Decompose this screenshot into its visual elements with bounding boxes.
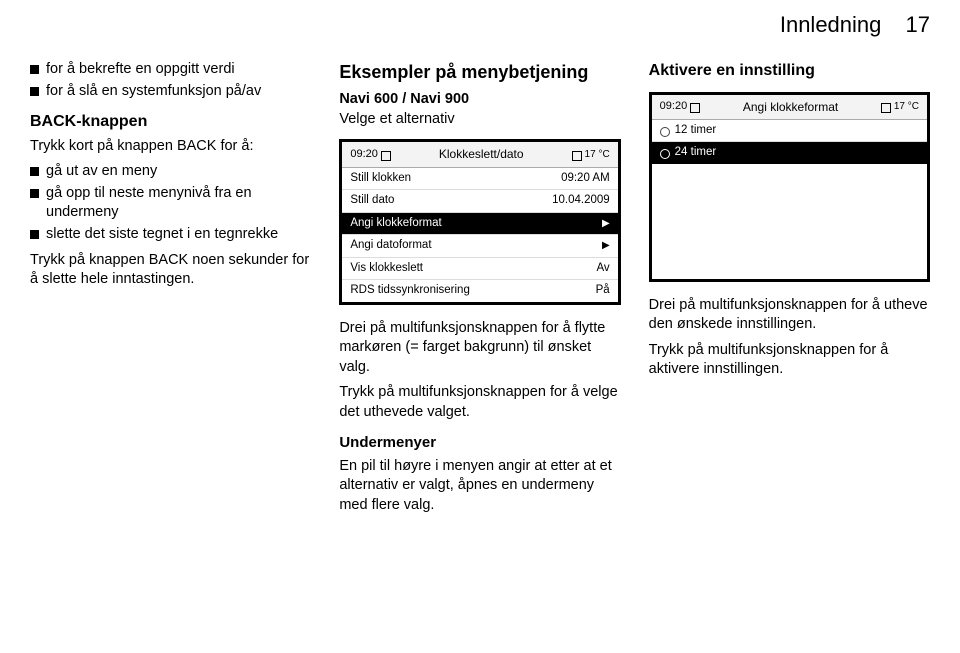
submenu-heading: Undermenyer <box>339 433 620 453</box>
menu-row: Still dato 10.04.2009 <box>342 190 617 213</box>
radio-on-icon <box>660 149 670 159</box>
row-value: 10.04.2009 <box>552 193 610 209</box>
content-columns: for å bekrefte en oppgitt verdi for å sl… <box>30 60 930 633</box>
bullet-text: slette det siste tegnet i en tegnrekke <box>46 225 278 245</box>
device-screenshot-1: 09:20 Klokkeslett/dato 17 °C Still klokk… <box>339 139 620 304</box>
row-label: Still dato <box>350 193 552 209</box>
menu-list: 12 timer 24 timer <box>652 120 927 164</box>
section-title: Innledning <box>780 12 882 37</box>
row-label: Still klokken <box>350 171 561 187</box>
chevron-right-icon: ▶ <box>602 217 610 231</box>
status-temp: 17 °C <box>585 148 610 162</box>
square-bullet-icon <box>30 87 39 96</box>
bullet-item: gå opp til neste menynivå fra en underme… <box>30 184 311 223</box>
row-value: Av <box>596 261 609 277</box>
bullet-item: for å bekrefte en oppgitt verdi <box>30 60 311 80</box>
back-hold-text: Trykk på knappen BACK noen sekunder for … <box>30 251 311 290</box>
screen-title: Angi klokkeformat <box>743 99 838 115</box>
menu-row-selected: Angi klokkeformat ▶ <box>342 213 617 236</box>
instruction-text: Drei på multifunksjonsknappen for å uthe… <box>649 296 930 335</box>
menu-row: Still klokken 09:20 AM <box>342 168 617 191</box>
status-icon <box>881 103 891 113</box>
row-label: 12 timer <box>675 123 919 139</box>
row-value: På <box>596 283 610 299</box>
bullet-text: for å slå en systemfunksjon på/av <box>46 82 261 102</box>
instruction-text: En pil til høyre i menyen angir at etter… <box>339 457 620 516</box>
bullet-item: slette det siste tegnet i en tegnrekke <box>30 225 311 245</box>
row-label: RDS tidssynkronisering <box>350 283 595 299</box>
instruction-text: Trykk på multifunksjonsknappen for å akt… <box>649 341 930 380</box>
radio-off-icon <box>660 127 670 137</box>
bullet-item: for å slå en systemfunksjon på/av <box>30 82 311 102</box>
row-value: 09:20 AM <box>561 171 610 187</box>
page-number: 17 <box>906 12 930 37</box>
screen-title: Klokkeslett/dato <box>439 146 524 162</box>
menu-row-selected: 24 timer <box>652 142 927 164</box>
status-icon <box>572 151 582 161</box>
square-bullet-icon <box>30 167 39 176</box>
row-label: Vis klokkeslett <box>350 261 596 277</box>
page-header: Innledning 17 <box>780 12 930 38</box>
square-bullet-icon <box>30 65 39 74</box>
select-alt-label: Velge et alternativ <box>339 110 620 130</box>
menu-row: Vis klokkeslett Av <box>342 258 617 281</box>
menu-row: Angi datoformat ▶ <box>342 235 617 258</box>
examples-heading: Eksempler på menybetjening <box>339 60 620 84</box>
device-screenshot-2: 09:20 Angi klokkeformat 17 °C 12 timer 2… <box>649 92 930 282</box>
status-icon <box>690 103 700 113</box>
status-bar: 09:20 Klokkeslett/dato 17 °C <box>342 142 617 167</box>
column-1: for å bekrefte en oppgitt verdi for å sl… <box>30 60 311 633</box>
bullet-item: gå ut av en meny <box>30 162 311 182</box>
row-label: Angi klokkeformat <box>350 216 602 232</box>
activate-heading: Aktivere en innstilling <box>649 60 930 82</box>
square-bullet-icon <box>30 189 39 198</box>
row-label: 24 timer <box>675 145 919 161</box>
back-intro-text: Trykk kort på knappen BACK for å: <box>30 137 311 157</box>
column-2: Eksempler på menybetjening Navi 600 / Na… <box>339 60 620 633</box>
bullet-text: gå opp til neste menynivå fra en underme… <box>46 184 311 223</box>
status-icon <box>381 151 391 161</box>
status-bar: 09:20 Angi klokkeformat 17 °C <box>652 95 927 120</box>
back-button-heading: BACK-knappen <box>30 111 311 133</box>
square-bullet-icon <box>30 230 39 239</box>
navi-label: Navi 600 / Navi 900 <box>339 90 620 110</box>
status-time: 09:20 <box>660 99 688 114</box>
bullet-text: for å bekrefte en oppgitt verdi <box>46 60 235 80</box>
row-label: Angi datoformat <box>350 238 602 254</box>
status-time: 09:20 <box>350 147 378 162</box>
chevron-right-icon: ▶ <box>602 239 610 253</box>
instruction-text: Drei på multifunksjonsknappen for å flyt… <box>339 319 620 378</box>
instruction-text: Trykk på multifunksjonsknappen for å vel… <box>339 383 620 422</box>
column-3: Aktivere en innstilling 09:20 Angi klokk… <box>649 60 930 633</box>
status-temp: 17 °C <box>894 100 919 114</box>
menu-list: Still klokken 09:20 AM Still dato 10.04.… <box>342 168 617 302</box>
menu-row: RDS tidssynkronisering På <box>342 280 617 302</box>
menu-row: 12 timer <box>652 120 927 143</box>
bullet-text: gå ut av en meny <box>46 162 157 182</box>
